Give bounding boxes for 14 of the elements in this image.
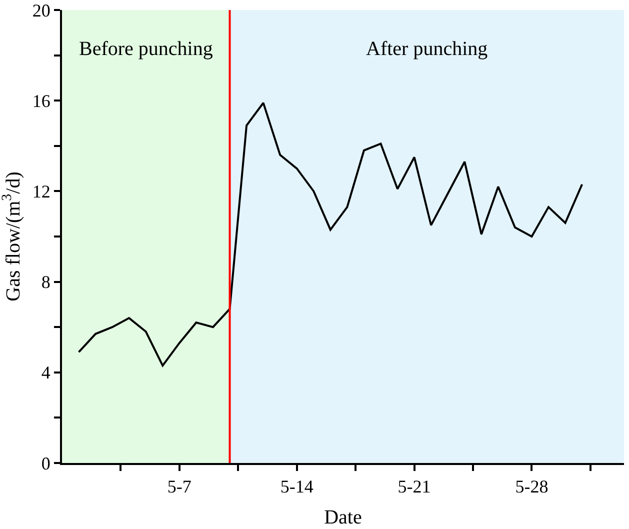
band-label: Before punching: [79, 38, 213, 60]
y-tick-label: 12: [32, 182, 50, 202]
y-tick-label: 20: [32, 0, 50, 20]
line-series: [78, 102, 584, 367]
y-tick-label: 0: [41, 453, 50, 474]
x-tick-label: 5-14: [280, 476, 314, 497]
y-tick-label: 16: [32, 90, 50, 111]
x-tick-label: 5-28: [515, 476, 548, 497]
band-label: After punching: [366, 38, 488, 60]
x-tick-label: 5-21: [398, 476, 431, 497]
y-tick-label: 4: [41, 362, 50, 383]
y-tick-label: 8: [41, 272, 50, 292]
x-tick-label: 5-7: [167, 476, 192, 497]
x-axis-title: Date: [324, 506, 362, 529]
